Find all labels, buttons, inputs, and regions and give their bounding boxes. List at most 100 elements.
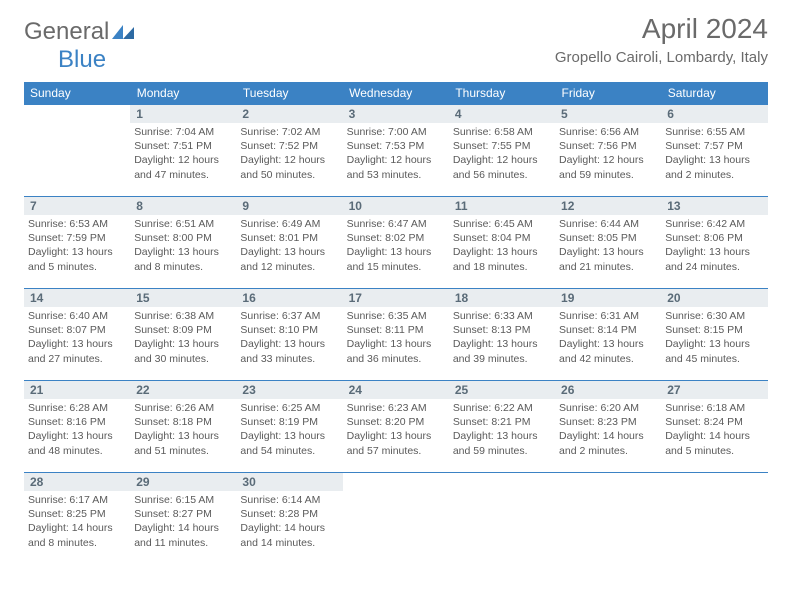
calendar-cell <box>343 472 449 564</box>
calendar-cell: 20Sunrise: 6:30 AMSunset: 8:15 PMDayligh… <box>661 288 767 380</box>
calendar-cell: 9Sunrise: 6:49 AMSunset: 8:01 PMDaylight… <box>236 196 342 288</box>
day-number: 16 <box>236 289 342 307</box>
day-number: 23 <box>236 381 342 399</box>
calendar-cell: 21Sunrise: 6:28 AMSunset: 8:16 PMDayligh… <box>24 380 130 472</box>
calendar-cell: 15Sunrise: 6:38 AMSunset: 8:09 PMDayligh… <box>130 288 236 380</box>
weekday-header: Tuesday <box>236 82 342 104</box>
calendar-cell <box>555 472 661 564</box>
logo-word2: Blue <box>58 46 106 74</box>
calendar-cell: 27Sunrise: 6:18 AMSunset: 8:24 PMDayligh… <box>661 380 767 472</box>
calendar-cell: 8Sunrise: 6:51 AMSunset: 8:00 PMDaylight… <box>130 196 236 288</box>
calendar-cell: 29Sunrise: 6:15 AMSunset: 8:27 PMDayligh… <box>130 472 236 564</box>
calendar-row: 21Sunrise: 6:28 AMSunset: 8:16 PMDayligh… <box>24 380 768 472</box>
weekday-header: Thursday <box>449 82 555 104</box>
calendar-cell: 2Sunrise: 7:02 AMSunset: 7:52 PMDaylight… <box>236 104 342 196</box>
calendar-cell: 3Sunrise: 7:00 AMSunset: 7:53 PMDaylight… <box>343 104 449 196</box>
calendar-cell: 16Sunrise: 6:37 AMSunset: 8:10 PMDayligh… <box>236 288 342 380</box>
day-number: 27 <box>661 381 767 399</box>
day-details: Sunrise: 6:51 AMSunset: 8:00 PMDaylight:… <box>130 215 236 278</box>
day-details: Sunrise: 6:15 AMSunset: 8:27 PMDaylight:… <box>130 491 236 554</box>
day-details: Sunrise: 6:38 AMSunset: 8:09 PMDaylight:… <box>130 307 236 370</box>
day-details: Sunrise: 6:45 AMSunset: 8:04 PMDaylight:… <box>449 215 555 278</box>
calendar-row: 14Sunrise: 6:40 AMSunset: 8:07 PMDayligh… <box>24 288 768 380</box>
day-number: 8 <box>130 197 236 215</box>
day-number: 21 <box>24 381 130 399</box>
day-details: Sunrise: 6:47 AMSunset: 8:02 PMDaylight:… <box>343 215 449 278</box>
day-details: Sunrise: 6:44 AMSunset: 8:05 PMDaylight:… <box>555 215 661 278</box>
day-number: 22 <box>130 381 236 399</box>
day-number: 4 <box>449 105 555 123</box>
day-number: 6 <box>661 105 767 123</box>
day-details: Sunrise: 6:25 AMSunset: 8:19 PMDaylight:… <box>236 399 342 462</box>
day-details: Sunrise: 6:26 AMSunset: 8:18 PMDaylight:… <box>130 399 236 462</box>
day-details: Sunrise: 6:55 AMSunset: 7:57 PMDaylight:… <box>661 123 767 186</box>
calendar-cell <box>661 472 767 564</box>
day-details: Sunrise: 6:42 AMSunset: 8:06 PMDaylight:… <box>661 215 767 278</box>
day-details: Sunrise: 6:31 AMSunset: 8:14 PMDaylight:… <box>555 307 661 370</box>
calendar-cell: 18Sunrise: 6:33 AMSunset: 8:13 PMDayligh… <box>449 288 555 380</box>
calendar-cell: 28Sunrise: 6:17 AMSunset: 8:25 PMDayligh… <box>24 472 130 564</box>
calendar-cell: 4Sunrise: 6:58 AMSunset: 7:55 PMDaylight… <box>449 104 555 196</box>
calendar-cell: 23Sunrise: 6:25 AMSunset: 8:19 PMDayligh… <box>236 380 342 472</box>
day-details: Sunrise: 6:14 AMSunset: 8:28 PMDaylight:… <box>236 491 342 554</box>
calendar-cell: 7Sunrise: 6:53 AMSunset: 7:59 PMDaylight… <box>24 196 130 288</box>
day-details: Sunrise: 6:40 AMSunset: 8:07 PMDaylight:… <box>24 307 130 370</box>
day-number: 11 <box>449 197 555 215</box>
day-number: 17 <box>343 289 449 307</box>
calendar-row: 1Sunrise: 7:04 AMSunset: 7:51 PMDaylight… <box>24 104 768 196</box>
calendar-cell: 30Sunrise: 6:14 AMSunset: 8:28 PMDayligh… <box>236 472 342 564</box>
day-number: 15 <box>130 289 236 307</box>
day-details: Sunrise: 7:02 AMSunset: 7:52 PMDaylight:… <box>236 123 342 186</box>
day-number: 13 <box>661 197 767 215</box>
day-details: Sunrise: 6:30 AMSunset: 8:15 PMDaylight:… <box>661 307 767 370</box>
day-details: Sunrise: 7:00 AMSunset: 7:53 PMDaylight:… <box>343 123 449 186</box>
day-details: Sunrise: 6:20 AMSunset: 8:23 PMDaylight:… <box>555 399 661 462</box>
weekday-header: Sunday <box>24 82 130 104</box>
day-details: Sunrise: 6:35 AMSunset: 8:11 PMDaylight:… <box>343 307 449 370</box>
day-details: Sunrise: 6:22 AMSunset: 8:21 PMDaylight:… <box>449 399 555 462</box>
day-number: 20 <box>661 289 767 307</box>
calendar-cell <box>24 104 130 196</box>
title-block: April 2024 Gropello Cairoli, Lombardy, I… <box>555 14 768 66</box>
header: General Blue April 2024 Gropello Cairoli… <box>24 18 768 74</box>
weekday-header: Wednesday <box>343 82 449 104</box>
day-number: 1 <box>130 105 236 123</box>
day-details: Sunrise: 6:18 AMSunset: 8:24 PMDaylight:… <box>661 399 767 462</box>
calendar-table: SundayMondayTuesdayWednesdayThursdayFrid… <box>24 82 768 564</box>
day-number: 12 <box>555 197 661 215</box>
day-details: Sunrise: 6:53 AMSunset: 7:59 PMDaylight:… <box>24 215 130 278</box>
calendar-page: General Blue April 2024 Gropello Cairoli… <box>0 0 792 612</box>
day-number: 30 <box>236 473 342 491</box>
day-number: 29 <box>130 473 236 491</box>
day-number: 25 <box>449 381 555 399</box>
weekday-header-row: SundayMondayTuesdayWednesdayThursdayFrid… <box>24 82 768 104</box>
day-number: 19 <box>555 289 661 307</box>
day-details: Sunrise: 6:49 AMSunset: 8:01 PMDaylight:… <box>236 215 342 278</box>
calendar-cell: 19Sunrise: 6:31 AMSunset: 8:14 PMDayligh… <box>555 288 661 380</box>
day-details: Sunrise: 6:17 AMSunset: 8:25 PMDaylight:… <box>24 491 130 554</box>
calendar-cell: 24Sunrise: 6:23 AMSunset: 8:20 PMDayligh… <box>343 380 449 472</box>
weekday-header: Saturday <box>661 82 767 104</box>
calendar-cell: 11Sunrise: 6:45 AMSunset: 8:04 PMDayligh… <box>449 196 555 288</box>
day-number: 10 <box>343 197 449 215</box>
logo-word1: General <box>24 18 109 46</box>
weekday-header: Monday <box>130 82 236 104</box>
day-details: Sunrise: 6:28 AMSunset: 8:16 PMDaylight:… <box>24 399 130 462</box>
calendar-cell: 13Sunrise: 6:42 AMSunset: 8:06 PMDayligh… <box>661 196 767 288</box>
calendar-cell: 25Sunrise: 6:22 AMSunset: 8:21 PMDayligh… <box>449 380 555 472</box>
calendar-cell: 12Sunrise: 6:44 AMSunset: 8:05 PMDayligh… <box>555 196 661 288</box>
calendar-cell: 14Sunrise: 6:40 AMSunset: 8:07 PMDayligh… <box>24 288 130 380</box>
day-details: Sunrise: 6:37 AMSunset: 8:10 PMDaylight:… <box>236 307 342 370</box>
day-number: 9 <box>236 197 342 215</box>
calendar-cell <box>449 472 555 564</box>
day-number: 26 <box>555 381 661 399</box>
calendar-cell: 22Sunrise: 6:26 AMSunset: 8:18 PMDayligh… <box>130 380 236 472</box>
day-details: Sunrise: 6:23 AMSunset: 8:20 PMDaylight:… <box>343 399 449 462</box>
day-number: 28 <box>24 473 130 491</box>
logo: General Blue <box>24 18 134 74</box>
weekday-header: Friday <box>555 82 661 104</box>
day-number: 18 <box>449 289 555 307</box>
day-number: 14 <box>24 289 130 307</box>
calendar-row: 7Sunrise: 6:53 AMSunset: 7:59 PMDaylight… <box>24 196 768 288</box>
day-details: Sunrise: 7:04 AMSunset: 7:51 PMDaylight:… <box>130 123 236 186</box>
